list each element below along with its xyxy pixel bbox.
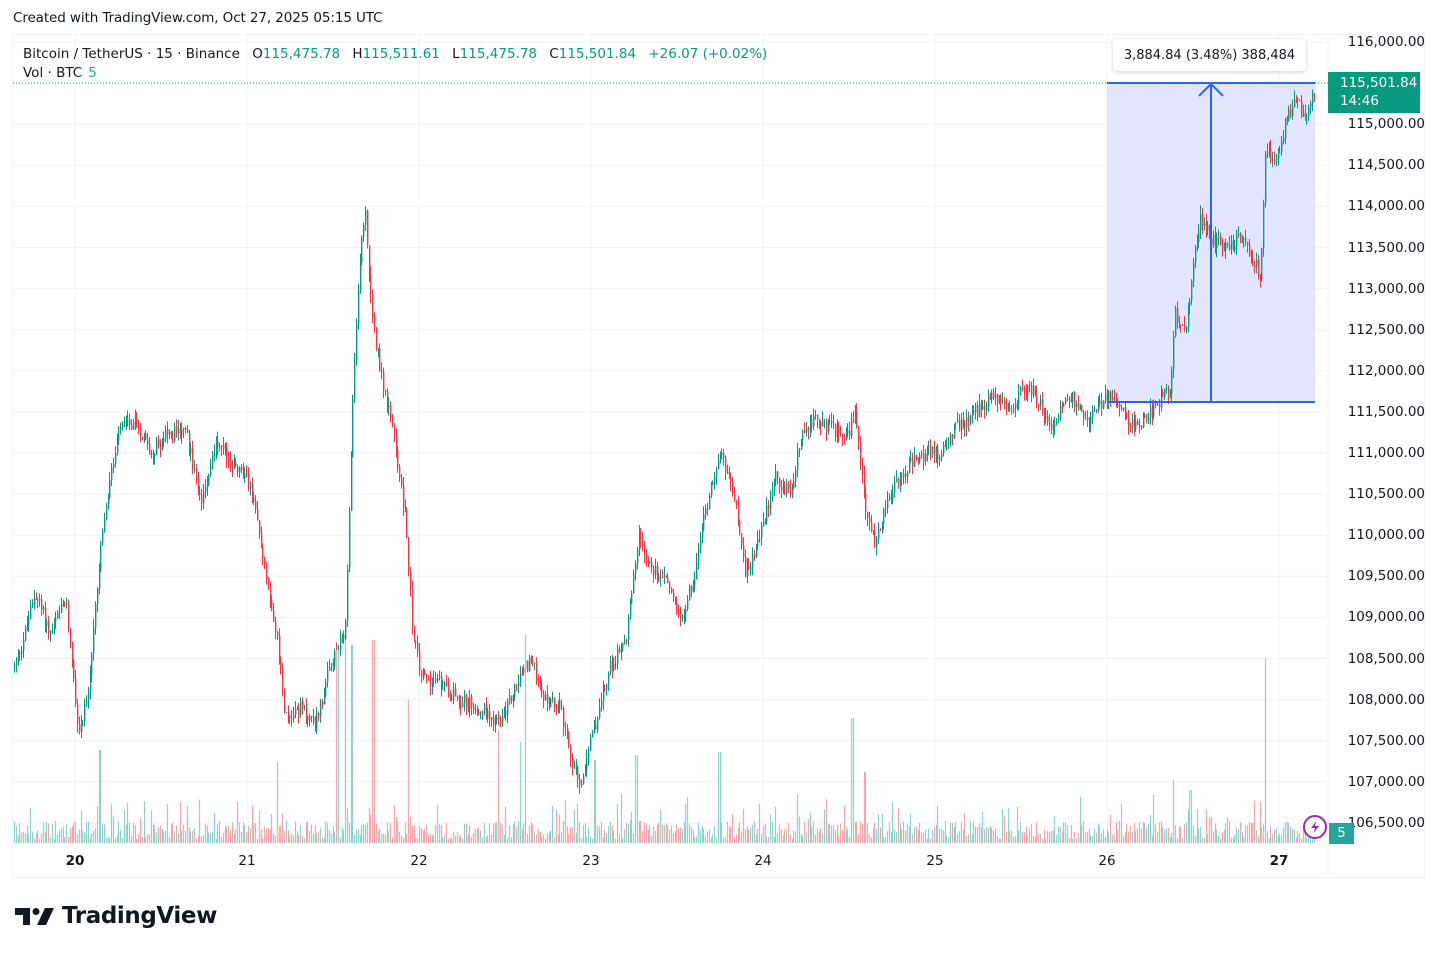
price-tick-label: 112,500.00 bbox=[1347, 321, 1425, 338]
change-value: +26.07 (+0.02%) bbox=[648, 46, 768, 62]
last-price-value: 115,501.84 bbox=[1340, 75, 1418, 91]
close-label: C bbox=[549, 46, 559, 62]
price-tick-label: 115,000.00 bbox=[1347, 116, 1425, 133]
created-with-caption: Created with TradingView.com, Oct 27, 20… bbox=[13, 10, 383, 26]
volume-label[interactable]: Vol · BTC bbox=[23, 65, 83, 81]
bar-countdown: 14:46 bbox=[1340, 93, 1379, 109]
low-label: L bbox=[452, 46, 460, 62]
lightning-icon[interactable] bbox=[1303, 815, 1327, 839]
high-value: 115,511.61 bbox=[362, 46, 440, 62]
price-tick-label: 110,000.00 bbox=[1347, 527, 1425, 544]
price-tick-label: 114,500.00 bbox=[1347, 157, 1425, 174]
time-tick-label: 25 bbox=[926, 853, 944, 869]
close-value: 115,501.84 bbox=[558, 46, 637, 62]
time-tick-label: 22 bbox=[410, 853, 428, 869]
price-tick-label: 108,000.00 bbox=[1347, 691, 1425, 708]
time-tick-label: 27 bbox=[1269, 853, 1289, 869]
price-tick-label: 113,000.00 bbox=[1347, 280, 1425, 297]
tradingview-logo-icon bbox=[15, 908, 54, 925]
bolt-glyph-icon bbox=[1311, 821, 1319, 833]
high-label: H bbox=[352, 46, 363, 62]
price-tick-label: 107,500.00 bbox=[1347, 732, 1425, 749]
time-tick-label: 24 bbox=[754, 853, 772, 869]
price-tick-label: 109,000.00 bbox=[1347, 609, 1425, 626]
price-tick-label: 112,000.00 bbox=[1347, 362, 1425, 379]
price-tick-label: 116,000.00 bbox=[1347, 34, 1425, 50]
time-tick-label: 20 bbox=[65, 853, 85, 869]
chart-legend: Bitcoin / TetherUS · 15 · Binance O115,4… bbox=[23, 45, 767, 64]
symbol-title[interactable]: Bitcoin / TetherUS · 15 · Binance bbox=[23, 46, 240, 62]
measure-tooltip: 3,884.84 (3.48%) 388,484 bbox=[1113, 39, 1306, 71]
price-tick-label: 110,500.00 bbox=[1347, 486, 1425, 503]
volume-legend: Vol · BTC 5 bbox=[23, 65, 97, 81]
price-tick-label: 108,500.00 bbox=[1347, 650, 1425, 667]
time-tick-label: 23 bbox=[582, 853, 600, 869]
time-tick-label: 26 bbox=[1098, 853, 1116, 869]
price-tick-label: 114,000.00 bbox=[1347, 198, 1425, 215]
price-tick-label: 113,500.00 bbox=[1347, 239, 1425, 256]
price-tick-label: 107,000.00 bbox=[1347, 773, 1425, 790]
low-value: 115,475.78 bbox=[459, 46, 537, 62]
last-price-label: 115,501.84 14:46 bbox=[1328, 72, 1420, 113]
volume-axis-badge: 5 bbox=[1329, 823, 1354, 844]
tradingview-logo[interactable]: TradingView bbox=[15, 903, 217, 929]
open-label: O bbox=[252, 46, 263, 62]
volume-value: 5 bbox=[88, 65, 97, 81]
measure-arrow-icon bbox=[1198, 82, 1224, 97]
price-tick-label: 109,500.00 bbox=[1347, 568, 1425, 585]
price-tick-label: 111,000.00 bbox=[1347, 445, 1425, 461]
open-value: 115,475.78 bbox=[262, 46, 341, 62]
chart-frame bbox=[12, 34, 1425, 878]
price-tick-label: 106,500.00 bbox=[1347, 814, 1425, 831]
price-tick-label: 111,500.00 bbox=[1347, 403, 1425, 420]
time-tick-label: 21 bbox=[238, 853, 256, 869]
tradingview-logo-text: TradingView bbox=[62, 903, 217, 929]
